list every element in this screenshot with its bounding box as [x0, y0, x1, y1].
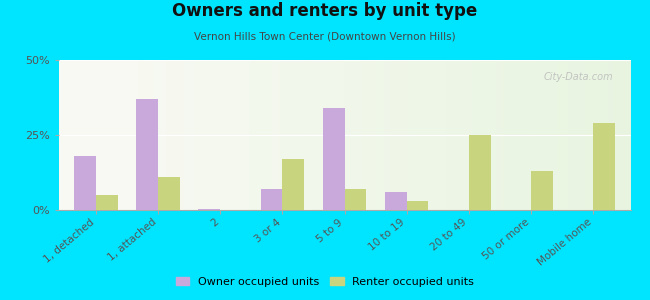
Bar [323, 108, 345, 210]
Bar [531, 171, 552, 210]
Bar [593, 123, 615, 210]
Bar [469, 135, 491, 210]
Bar [74, 156, 96, 210]
Bar [385, 192, 407, 210]
Bar [407, 201, 428, 210]
Text: Owners and renters by unit type: Owners and renters by unit type [172, 2, 478, 20]
Bar [136, 99, 158, 210]
Bar [282, 159, 304, 210]
Bar [261, 189, 282, 210]
Bar [96, 195, 118, 210]
Bar [344, 189, 366, 210]
Text: City-Data.com: City-Data.com [543, 72, 614, 82]
Bar [198, 209, 220, 210]
Bar [158, 177, 180, 210]
Text: Vernon Hills Town Center (Downtown Vernon Hills): Vernon Hills Town Center (Downtown Verno… [194, 32, 456, 41]
Legend: Owner occupied units, Renter occupied units: Owner occupied units, Renter occupied un… [171, 272, 479, 291]
